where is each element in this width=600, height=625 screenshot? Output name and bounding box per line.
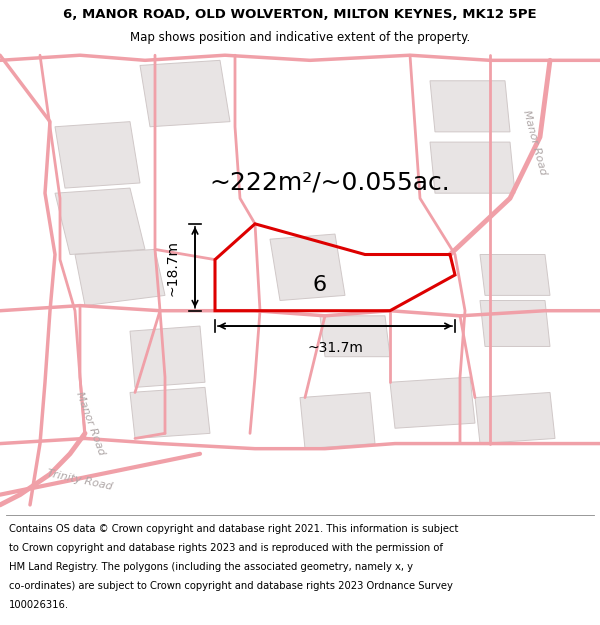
Polygon shape: [130, 388, 210, 439]
Polygon shape: [475, 392, 555, 444]
Polygon shape: [320, 316, 390, 357]
Polygon shape: [300, 392, 375, 449]
Polygon shape: [55, 188, 145, 254]
Text: Manor Road: Manor Road: [521, 109, 548, 176]
Polygon shape: [140, 61, 230, 127]
Text: 100026316.: 100026316.: [9, 600, 69, 610]
Text: 6: 6: [313, 275, 327, 295]
Polygon shape: [270, 234, 345, 301]
Text: ~31.7m: ~31.7m: [307, 341, 363, 356]
Text: Contains OS data © Crown copyright and database right 2021. This information is : Contains OS data © Crown copyright and d…: [9, 524, 458, 534]
Text: HM Land Registry. The polygons (including the associated geometry, namely x, y: HM Land Registry. The polygons (includin…: [9, 562, 413, 572]
Text: co-ordinates) are subject to Crown copyright and database rights 2023 Ordnance S: co-ordinates) are subject to Crown copyr…: [9, 581, 453, 591]
Polygon shape: [430, 81, 510, 132]
Text: Manor Road: Manor Road: [74, 390, 106, 456]
Polygon shape: [480, 301, 550, 346]
Text: ~222m²/~0.055ac.: ~222m²/~0.055ac.: [209, 171, 451, 195]
Polygon shape: [75, 249, 165, 306]
Text: Trinity Road: Trinity Road: [46, 469, 113, 492]
Polygon shape: [390, 377, 475, 428]
Text: 6, MANOR ROAD, OLD WOLVERTON, MILTON KEYNES, MK12 5PE: 6, MANOR ROAD, OLD WOLVERTON, MILTON KEY…: [63, 8, 537, 21]
Polygon shape: [130, 326, 205, 388]
Text: Map shows position and indicative extent of the property.: Map shows position and indicative extent…: [130, 31, 470, 44]
Polygon shape: [480, 254, 550, 296]
Polygon shape: [55, 122, 140, 188]
Text: ~18.7m: ~18.7m: [166, 240, 180, 296]
Polygon shape: [430, 142, 515, 193]
Text: to Crown copyright and database rights 2023 and is reproduced with the permissio: to Crown copyright and database rights 2…: [9, 542, 443, 552]
